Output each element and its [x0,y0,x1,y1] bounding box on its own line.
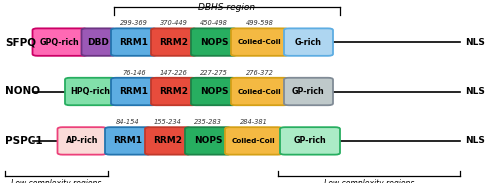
FancyBboxPatch shape [32,28,88,56]
FancyBboxPatch shape [185,127,231,155]
FancyBboxPatch shape [145,127,191,155]
Text: NLS: NLS [465,38,485,47]
Text: Coiled-Coil: Coiled-Coil [232,138,276,144]
Text: RRM1: RRM1 [120,38,148,47]
Text: G-rich: G-rich [295,38,322,47]
FancyBboxPatch shape [105,127,151,155]
Text: RRM1: RRM1 [120,87,148,96]
Text: NLS: NLS [465,136,485,145]
FancyBboxPatch shape [151,28,197,56]
Text: RRM1: RRM1 [114,136,142,145]
Text: Coiled-Coil: Coiled-Coil [238,39,282,45]
FancyBboxPatch shape [280,127,340,155]
Text: SFPQ: SFPQ [5,37,36,47]
Text: 227-275: 227-275 [200,70,228,76]
FancyBboxPatch shape [231,78,288,105]
FancyBboxPatch shape [191,28,237,56]
Text: DBD: DBD [88,38,110,47]
FancyBboxPatch shape [191,78,237,105]
Text: AP-rich: AP-rich [66,136,98,145]
Text: 235-283: 235-283 [194,119,222,125]
FancyBboxPatch shape [111,78,157,105]
Text: RRM2: RRM2 [154,136,182,145]
Text: 276-372: 276-372 [246,70,274,76]
Text: 155-234: 155-234 [154,119,182,125]
Text: GPQ-rich: GPQ-rich [40,38,80,47]
Text: NOPS: NOPS [200,87,228,96]
Text: 76-146: 76-146 [122,70,146,76]
Text: PSPC1: PSPC1 [5,136,43,146]
Text: Coiled-Coil: Coiled-Coil [238,89,282,94]
Text: Low complexity regions: Low complexity regions [11,179,102,183]
Text: 370-449: 370-449 [160,20,188,26]
Text: DBHS region: DBHS region [198,3,256,12]
FancyBboxPatch shape [151,78,197,105]
Text: GP-rich: GP-rich [292,87,325,96]
Text: RRM2: RRM2 [160,87,188,96]
FancyBboxPatch shape [231,28,288,56]
Text: NONO: NONO [5,87,40,96]
Text: 84-154: 84-154 [116,119,140,125]
FancyBboxPatch shape [284,78,333,105]
FancyBboxPatch shape [225,127,282,155]
Text: 284-381: 284-381 [240,119,268,125]
FancyBboxPatch shape [284,28,333,56]
FancyBboxPatch shape [82,28,116,56]
Text: 450-498: 450-498 [200,20,228,26]
Text: NOPS: NOPS [200,38,228,47]
Text: 499-598: 499-598 [246,20,274,26]
Text: Low complexity regions: Low complexity regions [324,179,414,183]
FancyBboxPatch shape [58,127,106,155]
Text: 147-226: 147-226 [160,70,188,76]
FancyBboxPatch shape [111,28,157,56]
Text: GP-rich: GP-rich [294,136,326,145]
Text: HPQ-rich: HPQ-rich [70,87,110,96]
Text: NLS: NLS [465,87,485,96]
FancyBboxPatch shape [65,78,116,105]
Text: RRM2: RRM2 [160,38,188,47]
Text: 299-369: 299-369 [120,20,148,26]
Text: NOPS: NOPS [194,136,222,145]
